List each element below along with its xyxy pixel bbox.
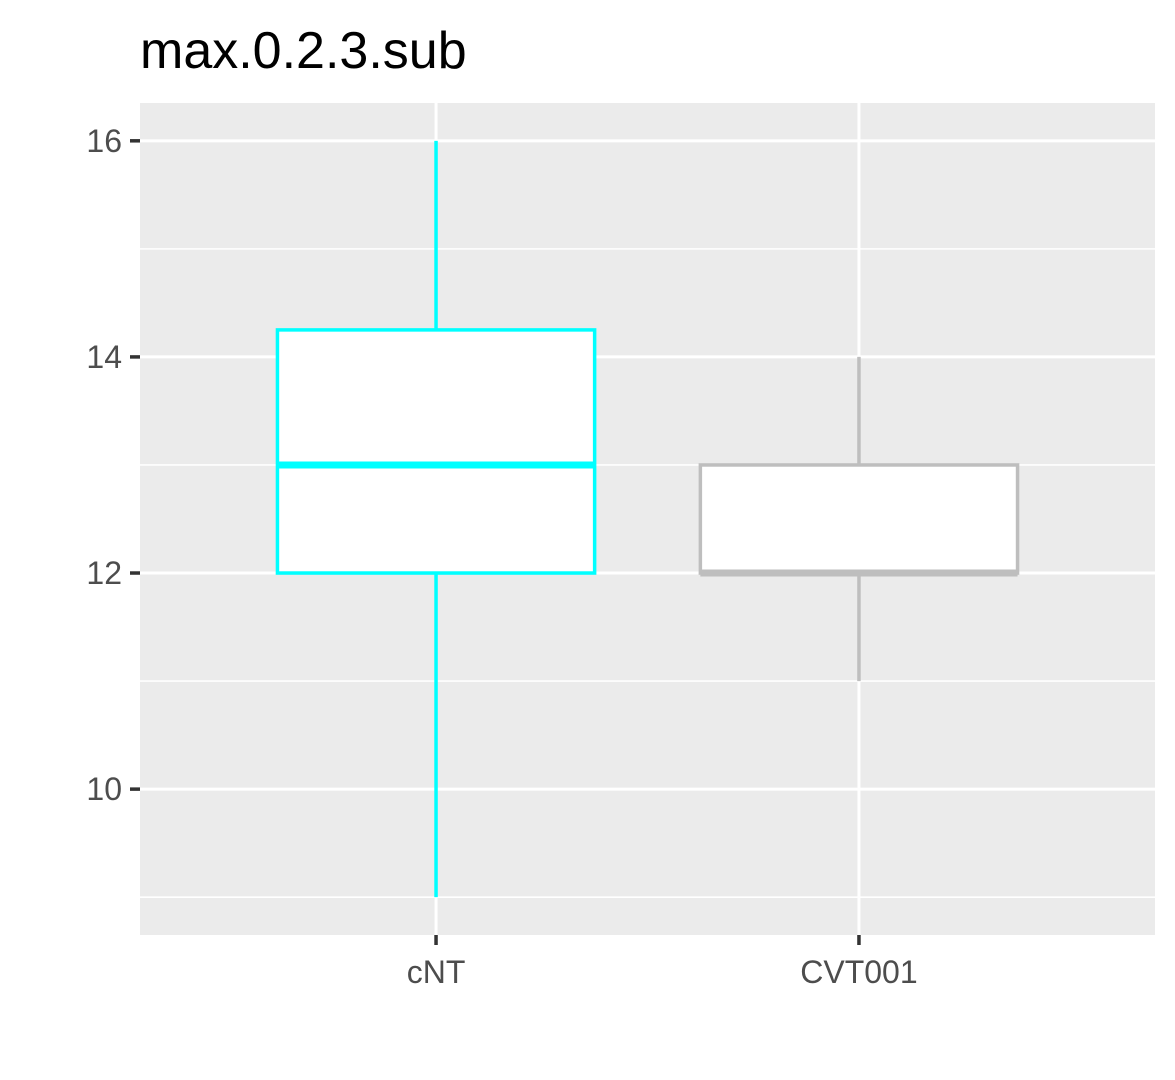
box-CVT001	[698, 356, 1020, 682]
axes: 10 12 14 16 cNT CVT001	[86, 123, 917, 990]
box-layer	[275, 140, 1020, 898]
y-tick-label: 10	[86, 771, 122, 807]
y-tick-label: 12	[86, 555, 122, 591]
box-iqr	[698, 463, 1020, 575]
box-cNT	[275, 140, 597, 898]
x-tick-label: CVT001	[800, 954, 917, 990]
y-tick-label: 16	[86, 123, 122, 159]
x-tick-label: cNT	[407, 954, 466, 990]
chart-title: max.0.2.3.sub	[140, 22, 467, 80]
box-iqr	[275, 328, 597, 575]
y-tick-label: 14	[86, 339, 122, 375]
